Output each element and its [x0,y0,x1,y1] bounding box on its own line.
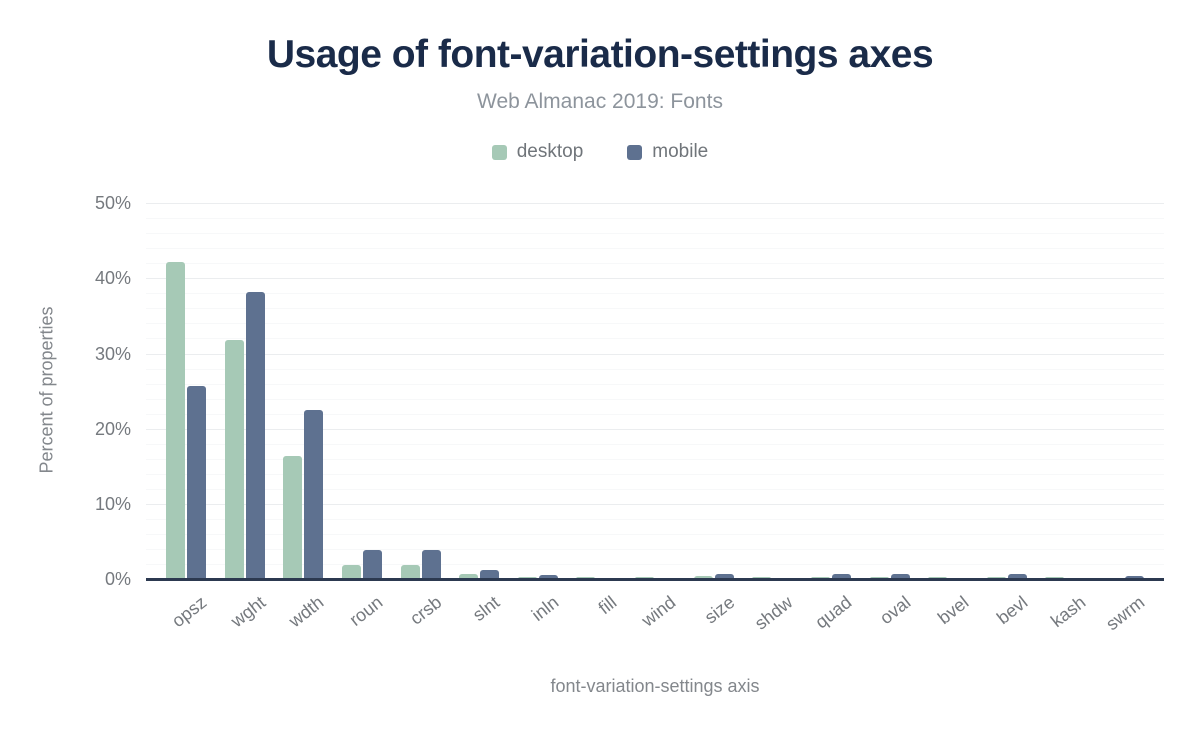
x-tick-label-bevl: bevl [992,592,1032,629]
minor-gridline [146,338,1164,340]
bar-desktop-opsz[interactable] [166,261,185,579]
x-axis-line [146,578,1164,581]
minor-gridline [146,443,1164,445]
x-tick-label-fill: fill [594,592,621,619]
bar-mobile-slnt[interactable] [480,569,500,579]
y-tick-label: 10% [94,493,131,514]
y-axis-title: Percent of properties [36,306,57,474]
legend-label-desktop: desktop [516,141,584,162]
bar-mobile-crsb[interactable] [421,549,441,579]
bar-mobile-roun[interactable] [362,550,382,579]
x-tick-label-bvel: bvel [934,592,973,629]
legend-swatch-desktop [491,144,507,160]
major-gridline [146,503,1164,505]
x-tick-label-wdth: wdth [285,592,328,632]
x-tick-label-oval: oval [875,592,914,629]
minor-gridline [146,383,1164,385]
bar-desktop-bvel[interactable] [928,576,948,579]
bar-mobile-quad[interactable] [831,574,851,579]
x-tick-label-crsb: crsb [405,592,445,629]
bar-desktop-roun[interactable] [341,564,361,579]
bar-mobile-wdth[interactable] [304,409,324,579]
minor-gridline [146,293,1164,295]
bar-desktop-bevl[interactable] [986,576,1006,579]
legend-item-mobile: mobile [627,141,708,163]
bar-desktop-inln[interactable] [517,576,537,579]
x-tick-label-inln: inln [527,592,563,626]
legend-label-mobile: mobile [652,141,709,162]
legend-item-desktop: desktop [491,141,584,163]
x-tick-label-opsz: opsz [168,592,211,632]
y-tick-label: 0% [104,569,131,589]
x-tick-label-slnt: slnt [469,592,504,626]
minor-gridline [146,458,1164,460]
minor-gridline [146,308,1164,310]
minor-gridline [146,413,1164,415]
minor-gridline [146,263,1164,265]
bar-mobile-swrm[interactable] [1125,575,1144,579]
bar-desktop-shdw[interactable] [752,576,772,579]
x-tick-label-kash: kash [1047,592,1090,632]
major-gridline [146,203,1164,205]
minor-gridline [146,368,1164,370]
minor-gridline [146,218,1164,220]
minor-gridline [146,473,1164,475]
y-tick-label: 40% [94,268,131,289]
minor-gridline [146,563,1164,565]
bar-desktop-oval[interactable] [869,576,889,579]
bar-desktop-wght[interactable] [224,339,244,579]
legend: desktop mobile [0,141,1200,163]
bar-desktop-wdth[interactable] [283,456,303,579]
y-tick-label: 20% [94,418,131,439]
major-gridline [146,428,1164,430]
minor-gridline [146,233,1164,235]
minor-gridline [146,398,1164,400]
bar-desktop-wind[interactable] [635,576,654,579]
bar-desktop-fill[interactable] [576,576,596,579]
y-tick-label: 30% [94,343,131,364]
bar-mobile-bevl[interactable] [1007,574,1027,579]
minor-gridline [146,323,1164,325]
chart-subtitle: Web Almanac 2019: Fonts [477,90,723,113]
bar-desktop-crsb[interactable] [400,564,420,579]
bar-desktop-slnt[interactable] [459,573,479,579]
y-tick-label: 50% [94,193,131,214]
major-gridline [146,353,1164,355]
minor-gridline [146,488,1164,490]
minor-gridline [146,533,1164,535]
minor-gridline [146,548,1164,550]
bar-mobile-opsz[interactable] [187,385,206,579]
x-tick-label-size: size [700,592,738,628]
minor-gridline [146,518,1164,520]
bar-desktop-kash[interactable] [1045,576,1065,579]
bar-mobile-oval[interactable] [890,574,910,579]
minor-gridline [146,248,1164,250]
bar-desktop-size[interactable] [693,576,713,579]
x-tick-label-wght: wght [226,592,269,632]
bar-mobile-wght[interactable] [245,291,265,579]
chart-title: Usage of font-variation-settings axes [266,33,934,76]
x-axis-title: font-variation-settings axis [550,676,760,696]
bar-mobile-inln[interactable] [538,575,558,579]
major-gridline [146,278,1164,280]
x-tick-label-shdw: shdw [751,592,797,634]
legend-swatch-mobile [627,144,643,160]
bar-desktop-quad[interactable] [810,576,830,579]
bar-mobile-size[interactable] [714,574,734,579]
